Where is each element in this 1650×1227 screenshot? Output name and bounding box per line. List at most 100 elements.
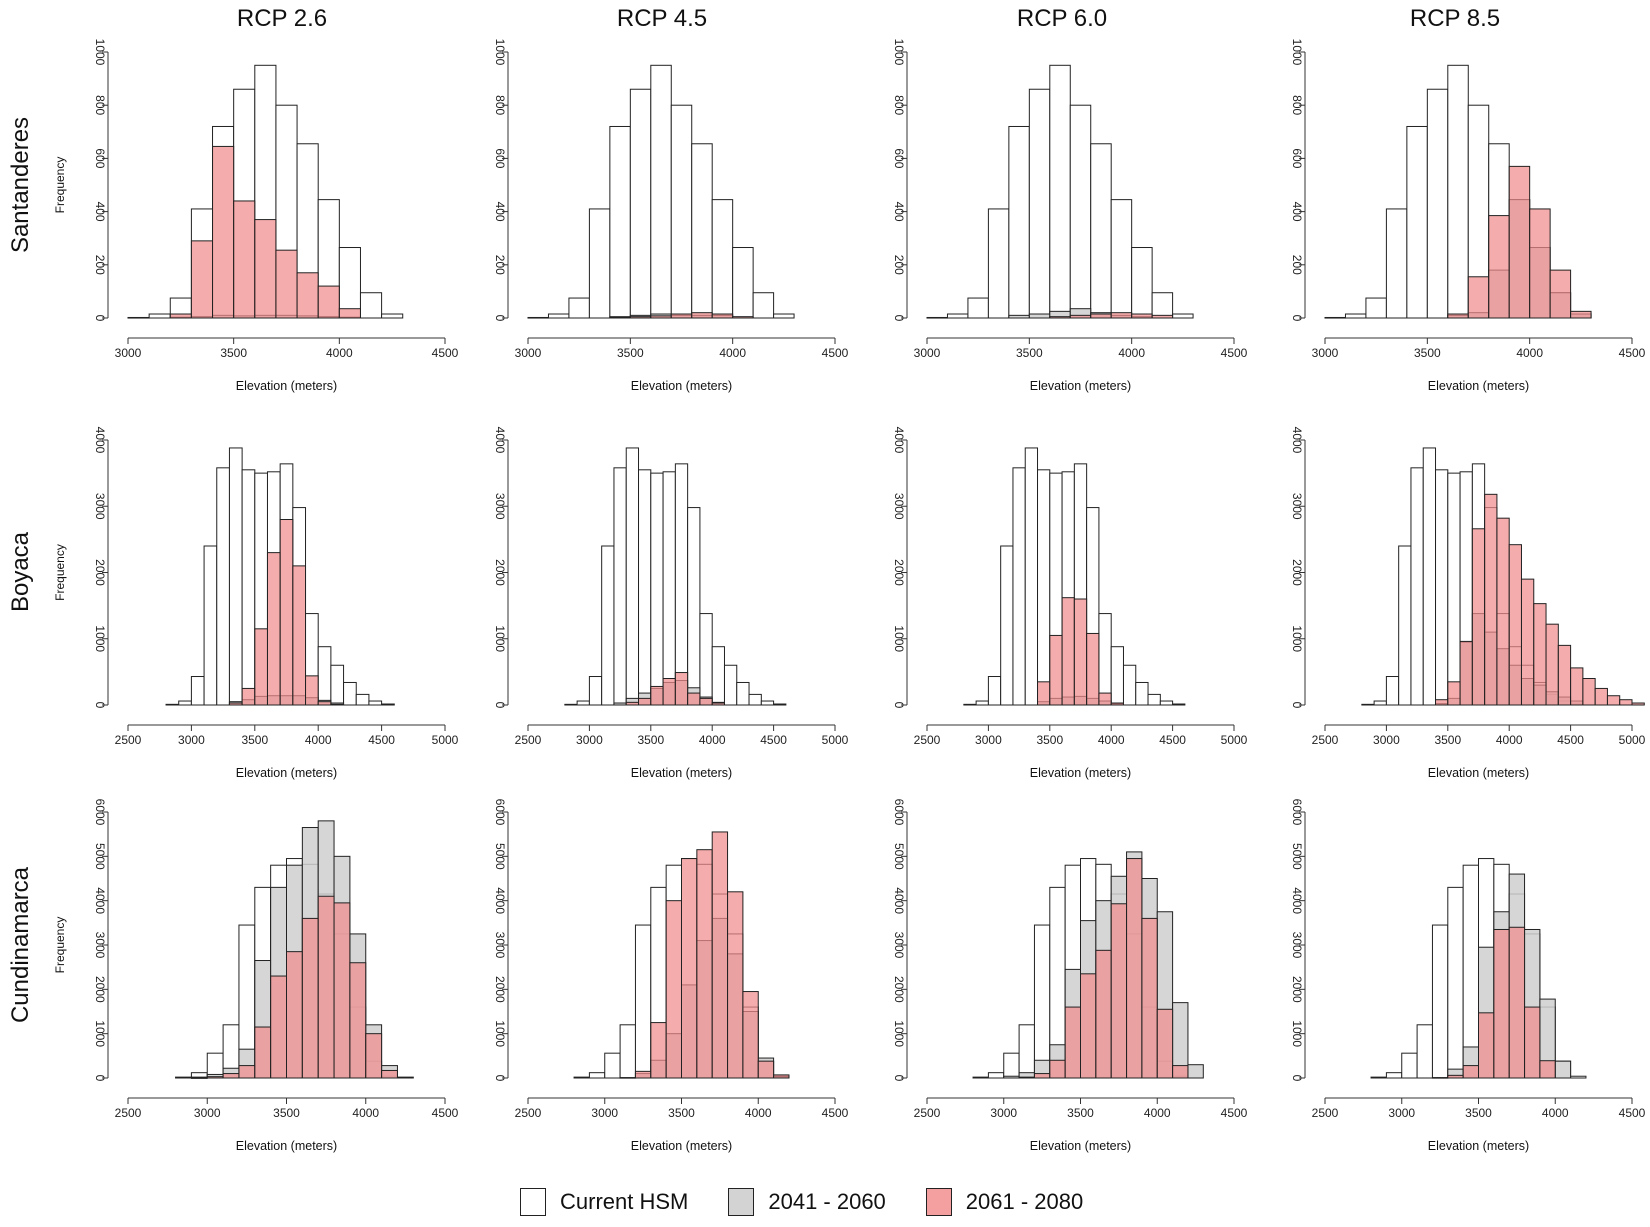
y-tick-label: 1000 [1290, 39, 1304, 66]
current-hsm-bar [736, 681, 750, 706]
current-hsm-bar [1122, 664, 1137, 706]
y-tick-label: 0 [892, 1075, 906, 1082]
y-tick-label: 2000 [493, 976, 507, 1003]
period-2061-2080-bar [1156, 1008, 1174, 1079]
x-axis-label: Elevation (meters) [236, 766, 337, 780]
current-hsm-bar [650, 64, 672, 319]
period-2041-2060-bar [1554, 1060, 1572, 1079]
current-hsm-bar [381, 703, 395, 706]
current-hsm-bar [1024, 447, 1039, 706]
period-2061-2080-bar [279, 519, 294, 706]
period-2061-2080-bar [650, 315, 672, 319]
current-hsm-bar [165, 703, 180, 706]
current-hsm-bar [1370, 1076, 1387, 1079]
y-tick-label: 2000 [892, 559, 906, 586]
x-axis-label: Elevation (meters) [631, 379, 732, 393]
y-tick-label: 0 [93, 702, 107, 709]
period-2061-2080-bar [1606, 695, 1621, 706]
panel-boyaca-3: 0 1000 2000 3000 4000 2500 3000 3500 4000 4500 500… [892, 427, 1248, 780]
y-tick-label: 4000 [892, 427, 906, 454]
x-tick-label: 3000 [115, 346, 142, 360]
current-hsm-bar [662, 471, 676, 706]
current-hsm-bar [588, 676, 603, 706]
current-hsm-bar [1098, 613, 1112, 706]
y-tick-label: 4000 [93, 887, 107, 914]
current-hsm-bar [699, 613, 713, 706]
y-tick-label: 5000 [93, 843, 107, 870]
period-2061-2080-bar [190, 1077, 208, 1079]
y-tick-label: 1000 [1290, 1020, 1304, 1047]
period-2061-2080-bar [1086, 632, 1100, 706]
current-hsm-bar [588, 1072, 606, 1079]
y-tick-label: 600 [93, 148, 107, 168]
current-hsm-bar [1018, 1024, 1035, 1079]
x-tick-label: 4000 [1542, 1106, 1569, 1120]
current-hsm-bar [987, 676, 1002, 706]
y-tick-label: 2000 [892, 976, 906, 1003]
current-hsm-bar [381, 313, 404, 319]
period-2041-2060-bar [1028, 313, 1051, 319]
x-tick-label: 2500 [1312, 1106, 1339, 1120]
y-tick-label: 0 [93, 315, 107, 322]
y-tick-label: 1000 [1290, 625, 1304, 652]
current-hsm-bar [368, 700, 383, 706]
period-2041-2060-bar [1003, 1075, 1020, 1079]
period-2061-2080-bar [711, 831, 729, 1079]
period-2061-2080-bar [711, 702, 725, 706]
period-2061-2080-bar [1110, 312, 1133, 319]
period-2061-2080-bar [1069, 314, 1092, 319]
panel-boyaca-1: 0 1000 2000 3000 4000 2500 3000 3500 4000 4500 500… [53, 427, 459, 780]
current-hsm-bar [573, 1076, 590, 1079]
period-2061-2080-bar [1533, 603, 1547, 706]
x-tick-label: 2500 [1312, 733, 1339, 747]
y-tick-label: 0 [892, 315, 906, 322]
current-hsm-bar [1159, 700, 1174, 706]
period-2061-2080-bar [1478, 1012, 1495, 1079]
panel-cundinamarca-2: 0 1000 2000 3000 4000 5000 6000 2500 3000 3500 400… [493, 799, 849, 1153]
current-hsm-bar [127, 316, 150, 319]
x-axis-label: Elevation (meters) [631, 1139, 732, 1153]
current-hsm-bar [564, 703, 578, 706]
current-hsm-bar [1410, 467, 1424, 706]
x-axis-label: Elevation (meters) [631, 766, 732, 780]
y-tick-label: 4000 [493, 427, 507, 454]
period-2061-2080-bar [609, 316, 631, 319]
period-2061-2080-bar [333, 902, 351, 1079]
panel-cundinamarca-1: 0 1000 2000 3000 4000 5000 6000 2500 3000 3500 400… [53, 799, 459, 1153]
current-hsm-bar [732, 247, 754, 319]
legend-label-2061-2080: 2061 - 2080 [965, 1189, 1084, 1214]
x-tick-label: 4500 [1221, 1106, 1248, 1120]
y-tick-label: 0 [93, 1075, 107, 1082]
period-2061-2080-bar [1524, 1006, 1541, 1079]
current-hsm-bar [1000, 545, 1014, 706]
current-hsm-bar [343, 681, 357, 706]
period-2061-2080-bar [1049, 316, 1071, 319]
y-tick-label: 4000 [493, 887, 507, 914]
panel-boyaca-2: 0 1000 2000 3000 4000 2500 3000 3500 4000 4500 500… [493, 427, 849, 780]
period-2061-2080-bar [381, 1069, 398, 1079]
current-hsm-bar [601, 545, 615, 706]
period-2061-2080-bar [670, 313, 693, 319]
period-2061-2080-bar [1484, 493, 1498, 706]
current-hsm-bar [773, 313, 795, 319]
period-2061-2080-bar [317, 895, 335, 1079]
current-hsm-bar [975, 700, 989, 706]
y-tick-label: 6000 [93, 799, 107, 826]
period-2061-2080-bar [1049, 634, 1063, 706]
current-hsm-bar [1447, 472, 1461, 706]
period-2061-2080-bar [687, 692, 701, 706]
period-2061-2080-bar [1570, 310, 1592, 319]
period-2061-2080-bar [190, 240, 214, 319]
legend-item-2061-2080: 2061 - 2080 [925, 1188, 1084, 1216]
current-hsm-bar [1401, 1052, 1418, 1079]
y-tick-label: 1000 [892, 625, 906, 652]
current-hsm-bar [1385, 1072, 1403, 1079]
panel-santanderes-3: 0 200 400 600 800 1000 3000 3500 4000 4500 Elevati… [892, 39, 1248, 393]
period-2061-2080-bar [1467, 276, 1490, 319]
current-hsm-bar [1385, 208, 1408, 319]
y-tick-label: 2000 [1290, 559, 1304, 586]
x-axis-label: Elevation (meters) [236, 1139, 337, 1153]
y-tick-label: 400 [892, 202, 906, 222]
x-tick-label: 5000 [432, 733, 459, 747]
x-tick-label: 4500 [368, 733, 395, 747]
